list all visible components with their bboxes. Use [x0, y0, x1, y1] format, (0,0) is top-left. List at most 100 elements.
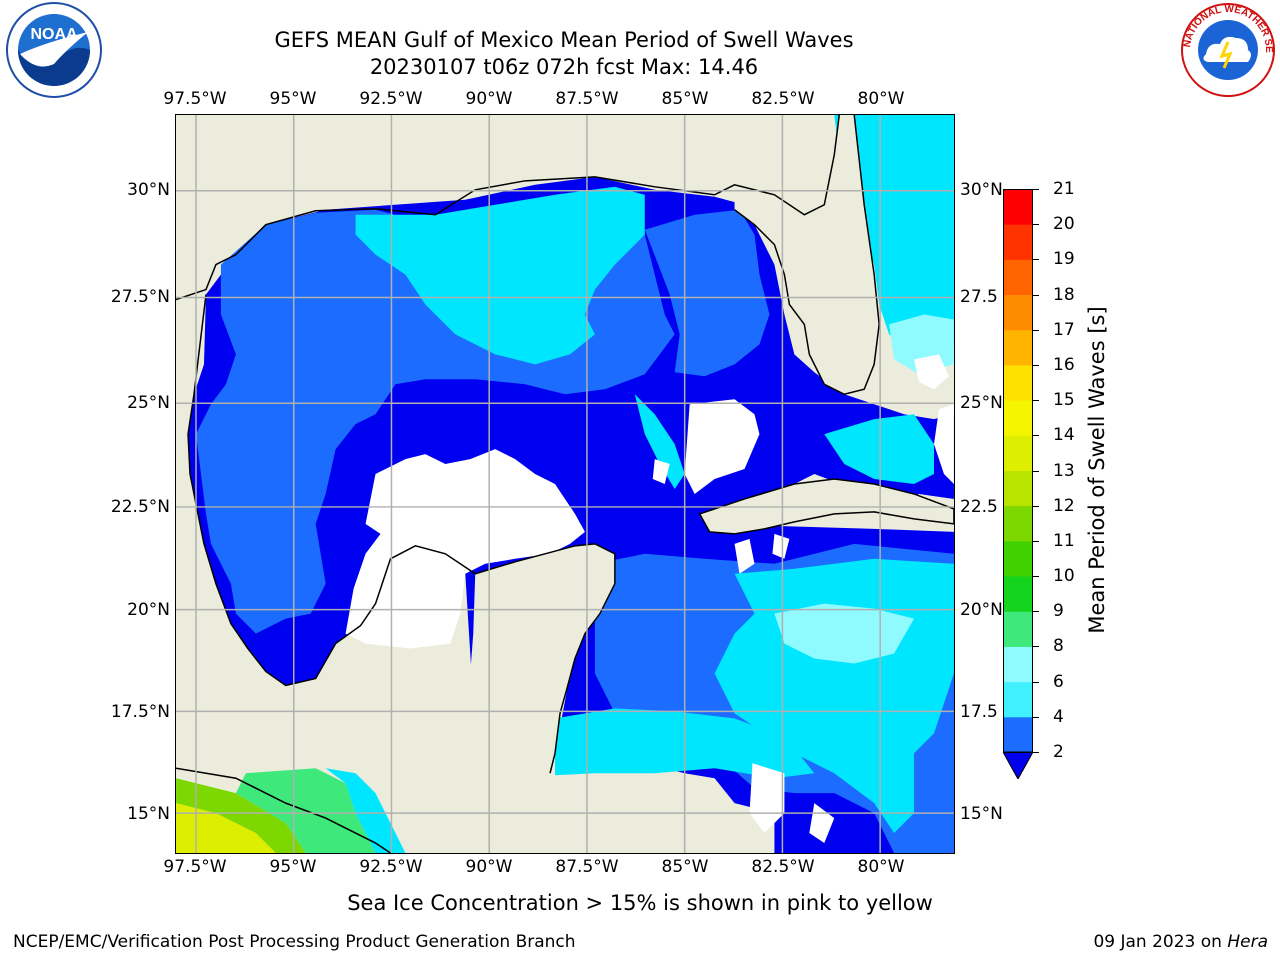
grid-lines: [176, 115, 954, 853]
colorbar-tick-mark: [1033, 470, 1039, 472]
colorbar-label-21: 21: [1053, 179, 1075, 199]
bottom-lon-tick-3: 90°W: [465, 857, 513, 877]
top-lon-tick-2: 92.5°W: [359, 89, 423, 109]
florida-peninsula: [734, 115, 880, 395]
left-lat-tick-3: 22.5°N: [110, 497, 170, 517]
sea-ice-note: Sea Ice Concentration > 15% is shown in …: [347, 891, 933, 915]
bottom-lon-tick-5: 85°W: [661, 857, 709, 877]
bottom-lon-tick-1: 95°W: [269, 857, 317, 877]
yucatan-peninsula: [455, 543, 615, 782]
colorbar-label-12: 12: [1053, 495, 1075, 516]
colorbar-label-17: 17: [1053, 319, 1075, 340]
left-lat-tick-4: 20°N: [127, 600, 170, 620]
colorbar-title: Mean Period of Swell Waves [s]: [1085, 306, 1109, 634]
left-lat-tick-6: 15°N: [127, 804, 170, 824]
top-lon-tick-7: 80°W: [857, 89, 905, 109]
footer-machine: Hera: [1227, 932, 1268, 952]
right-lat-tick-5: 17.5: [960, 702, 998, 722]
gulf-medium-blue-lobe: [644, 209, 770, 377]
top-lon-tick-0: 97.5°W: [163, 89, 227, 109]
colorbar-tick-mark: [1033, 540, 1039, 542]
caribbean-light-cyan-patch: [774, 603, 915, 664]
colorbar-tick-mark: [1033, 505, 1039, 507]
colorbar-label-9: 9: [1053, 601, 1064, 622]
colorbar-tick-mark: [1033, 364, 1039, 366]
footer-left: NCEP/EMC/Verification Post Processing Pr…: [13, 932, 576, 952]
colorbar-tick-mark: [1033, 646, 1039, 648]
top-lon-tick-1: 95°W: [269, 89, 317, 109]
right-lat-tick-1: 27.5: [960, 287, 998, 307]
colorbar-label-15: 15: [1053, 390, 1075, 411]
colorbar-tick-mark: [1033, 611, 1039, 613]
gulf-cyan-stripe: [634, 394, 685, 489]
right-lat-tick-0: 30°N: [960, 180, 1003, 200]
colorbar-segment-13: [1003, 259, 1033, 296]
colorbar-tick-mark: [1033, 294, 1039, 296]
colorbar-label-10: 10: [1053, 566, 1075, 587]
left-lat-tick-0: 30°N: [127, 180, 170, 200]
colorbar-label-6: 6: [1053, 671, 1064, 692]
colorbar-label-11: 11: [1053, 530, 1075, 551]
footer-date: 09 Jan 2023 on: [1093, 932, 1228, 952]
colorbar-tick-mark: [1033, 224, 1039, 226]
atlantic-cyan-region: [834, 115, 954, 355]
colorbar-segment-6: [1003, 505, 1033, 542]
colorbar-tick-mark: [1033, 329, 1039, 331]
colorbar-segment-9: [1003, 400, 1033, 436]
noaa-logo-text: NOAA: [30, 26, 78, 43]
colorbar-label-13: 13: [1053, 460, 1075, 481]
colorbar-label-4: 4: [1053, 706, 1064, 727]
colorbar-border: [1003, 189, 1033, 753]
colorbar-label-19: 19: [1053, 249, 1075, 270]
colorbar-segment-3: [1003, 611, 1033, 647]
colorbar-segment-1: [1003, 681, 1033, 718]
colorbar-segment-15: [1003, 189, 1033, 225]
colorbar-tick-mark: [1033, 400, 1039, 402]
colorbar-tick-mark: [1033, 752, 1039, 753]
colorbar-segment-5: [1003, 540, 1033, 577]
colorbar-tick-mark: [1033, 435, 1039, 437]
colorbar-under-triangle: [1003, 751, 1033, 779]
colorbar-segment-14: [1003, 224, 1033, 260]
pacific-green-region: [176, 778, 306, 853]
top-lon-tick-5: 85°W: [661, 89, 709, 109]
no-data-areas: [345, 354, 954, 844]
bottom-lon-tick-4: 87.5°W: [555, 857, 619, 877]
noaa-logo: NOAA: [6, 2, 102, 98]
colorbar-tick-mark: [1033, 716, 1039, 718]
bottom-lon-tick-7: 80°W: [857, 857, 905, 877]
bottom-lon-tick-6: 82.5°W: [751, 857, 815, 877]
top-lon-tick-4: 87.5°W: [555, 89, 619, 109]
colorbar-label-14: 14: [1053, 425, 1075, 446]
colorbar-tick-mark: [1033, 576, 1039, 578]
nws-logo: NATIONAL WEATHER SERVICE: [1178, 2, 1275, 97]
left-lat-tick-2: 25°N: [127, 393, 170, 413]
colorbar: [1003, 189, 1033, 779]
right-lat-tick-3: 22.5: [960, 497, 998, 517]
top-lon-tick-3: 90°W: [465, 89, 513, 109]
colorbar-segment-8: [1003, 435, 1033, 471]
left-lat-tick-1: 27.5°N: [110, 287, 170, 307]
right-lat-tick-4: 20°N: [960, 600, 1003, 620]
bottom-lon-tick-0: 97.5°W: [163, 857, 227, 877]
chart-subtitle: 20230107 t06z 072h fcst Max: 14.46: [369, 55, 759, 79]
straits-cyan-region: [824, 414, 934, 484]
colorbar-label-16: 16: [1053, 354, 1075, 375]
colorbar-tick-mark: [1033, 259, 1039, 261]
colorbar-segment-7: [1003, 470, 1033, 507]
colorbar-segment-4: [1003, 576, 1033, 612]
right-lat-tick-2: 25°N: [960, 393, 1003, 413]
pacific-yellow-region: [176, 803, 276, 853]
colorbar-tick-mark: [1033, 189, 1039, 190]
colorbar-tick-mark: [1033, 681, 1039, 683]
colorbar-label-20: 20: [1053, 214, 1075, 235]
colorbar-segment-2: [1003, 646, 1033, 683]
colorbar-segment-10: [1003, 364, 1033, 401]
gulf-of-mexico-map: [175, 114, 955, 854]
bottom-lon-tick-2: 92.5°W: [359, 857, 423, 877]
pacific-cyan-region: [325, 768, 406, 853]
top-lon-tick-6: 82.5°W: [751, 89, 815, 109]
colorbar-label-8: 8: [1053, 636, 1064, 657]
colorbar-segment-0: [1003, 716, 1033, 753]
colorbar-segment-12: [1003, 294, 1033, 331]
